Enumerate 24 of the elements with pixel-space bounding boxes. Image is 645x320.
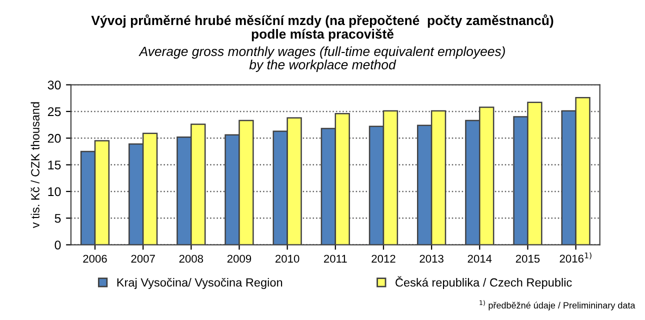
x-tick-label: 2010 [276, 254, 300, 263]
legend-label: Česká republika / Czech Republic [396, 276, 572, 289]
x-tick-label: 2007 [131, 254, 155, 263]
legend-label: Kraj Vysočina/ Vysočina Region [117, 278, 282, 289]
x-tick-label: 2011 [324, 254, 347, 263]
y-tick-label: 30 [48, 80, 61, 90]
y-tick-label: 10 [48, 187, 61, 196]
x-tick-label: 2006 [83, 254, 107, 263]
x-tick-label: 2008 [179, 254, 204, 263]
x-tick-label: 2009 [227, 254, 252, 263]
y-tick-label: 15 [48, 160, 61, 170]
chart-subtitle: Average gross monthly wages (full-time equivalent employees) by the workplace method [138, 46, 505, 72]
x-tick-label: 2014 [468, 254, 492, 263]
x-tick-label: 2012 [372, 254, 396, 263]
x-tick-label: 2016$^{1)}$ [560, 252, 592, 263]
y-tick-label: 0 [54, 240, 61, 250]
x-tick-label: 2013 [420, 254, 444, 263]
x-tick-label: 2015 [516, 254, 540, 263]
y-axis-title: v tis. Kč / CZK thousand [30, 102, 40, 228]
y-tick-label: 25 [48, 107, 61, 116]
chart-title: Vývoj průměrné hrubé měsíční mzdy (na přepočtené počty zaměstnanců) podle místa pracoviště [91, 14, 554, 42]
y-tick-label: 5 [54, 214, 61, 223]
text: $^{1)}$ předběžné údaje / Prelimininary data [480, 300, 636, 310]
y-tick-label: 20 [48, 134, 61, 143]
